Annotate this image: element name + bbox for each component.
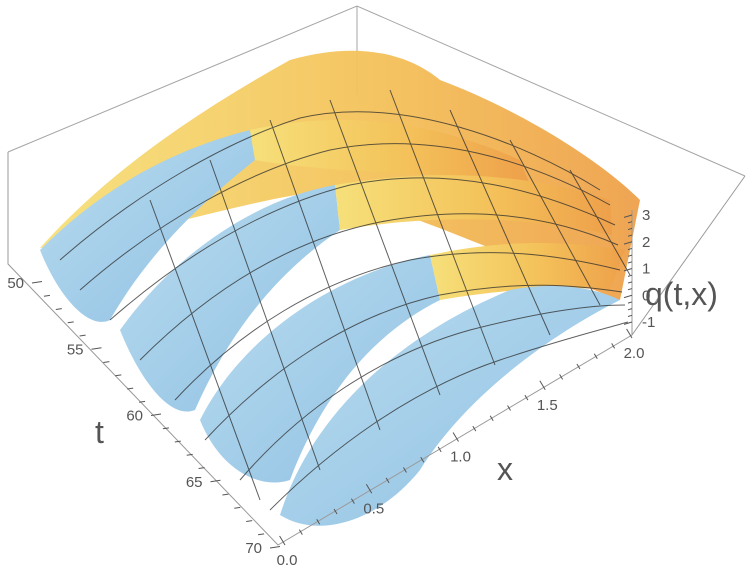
surface-ridge [335, 175, 612, 235]
x-axis-tick [279, 535, 286, 546]
x-axis-tick [333, 508, 338, 515]
z-axis-tick [623, 321, 633, 325]
t-axis-tick-label: 55 [67, 341, 84, 358]
plot-box-front [7, 152, 746, 546]
z-axis-tick [627, 261, 633, 264]
x-axis-tick [403, 467, 407, 473]
z-axis-tick [627, 314, 633, 317]
t-axis-tick [269, 546, 281, 549]
x-axis-tick [350, 498, 355, 504]
t-axis-tick-label: 65 [186, 474, 203, 491]
t-axis-tick [222, 493, 229, 496]
x-axis-tick [593, 353, 598, 359]
t-axis-tick [198, 467, 205, 469]
x-axis-tick [472, 425, 477, 432]
z-axis-label: q(t,x) [645, 276, 718, 312]
t-axis-tick [174, 440, 181, 443]
x-axis-tick-label: 2.0 [624, 345, 645, 362]
surface-ridge [280, 285, 620, 526]
z-axis-tick [627, 254, 633, 257]
t-axis-tick [91, 347, 102, 350]
t-axis-tick [103, 361, 110, 363]
z-axis-tick-label: 3 [642, 207, 650, 224]
z-axis-tick [627, 221, 633, 224]
x-axis-tick [626, 328, 633, 339]
x-axis-tick [365, 483, 373, 494]
surface-ridge [430, 243, 625, 300]
t-axis-tick [127, 387, 134, 390]
z-axis-tick-label: 2 [642, 234, 650, 251]
z-axis-tick [627, 227, 633, 231]
x-axis-tick [298, 529, 303, 535]
t-axis-tick [67, 321, 74, 324]
z-axis-tick [627, 288, 633, 291]
t-axis-label: t [95, 414, 104, 450]
t-axis-tick [162, 427, 169, 430]
surface-ridge [120, 185, 340, 412]
x-axis-tick [611, 343, 616, 349]
z-axis-tick [623, 214, 633, 218]
x-axis-tick [539, 380, 546, 391]
t-axis-tick [150, 413, 162, 416]
t-axis-tick [139, 400, 146, 403]
x-axis-tick-label: 0.0 [277, 552, 298, 569]
mesh-lines [59, 89, 631, 511]
z-axis-tick [627, 274, 633, 277]
x-axis-label: x [497, 451, 513, 487]
x-axis: 0.0 0.5 1.0 1.5 2.0 [277, 328, 645, 569]
t-axis: 50 55 60 65 70 [7, 275, 281, 557]
z-axis-tick [627, 234, 633, 237]
x-axis-tick [576, 363, 581, 370]
z-axis-tick [623, 241, 633, 245]
x-axis-tick [559, 374, 564, 380]
x-axis-tick-label: 1.5 [537, 397, 558, 414]
x-axis-tick [385, 477, 390, 484]
t-axis-tick [79, 334, 86, 337]
z-axis: -1 0 1 2 3 [623, 207, 655, 331]
x-axis-tick [507, 405, 511, 411]
t-axis-tick [210, 479, 221, 483]
t-axis-tick [234, 506, 241, 509]
z-axis-tick [627, 301, 633, 304]
z-axis-tick-label: -1 [642, 314, 655, 331]
surface-ridge [40, 130, 255, 322]
surface-mesh [40, 50, 640, 526]
z-axis-tick-label: 1 [642, 261, 650, 278]
t-axis-tick [246, 520, 253, 522]
x-axis-tick [437, 446, 442, 453]
surface-ridge [200, 255, 440, 483]
t-axis-tick [55, 308, 62, 310]
surface-plateau [40, 50, 640, 300]
t-axis-tick-label: 50 [7, 275, 24, 292]
t-axis-tick-label: 60 [126, 408, 143, 425]
x-axis-tick [489, 415, 494, 422]
z-axis-tick-label: 0 [642, 287, 650, 304]
z-axis-tick [623, 268, 633, 272]
t-axis-tick [115, 374, 122, 377]
t-axis-tick-label: 70 [245, 540, 262, 557]
surface-ridge [250, 120, 530, 185]
t-axis-tick [258, 533, 265, 536]
x-axis-tick [316, 519, 321, 525]
z-axis-tick [623, 294, 633, 299]
z-axis-tick [627, 247, 633, 251]
t-axis-tick [31, 281, 43, 284]
x-axis-tick-label: 0.5 [363, 500, 384, 517]
x-axis-tick-label: 1.0 [450, 449, 471, 466]
x-axis-tick [524, 394, 529, 401]
x-axis-tick [420, 456, 425, 463]
x-axis-tick [452, 432, 459, 442]
z-axis-tick [627, 281, 633, 284]
z-axis-tick [627, 308, 633, 311]
t-axis-tick [186, 453, 193, 456]
t-axis-tick [43, 294, 50, 297]
